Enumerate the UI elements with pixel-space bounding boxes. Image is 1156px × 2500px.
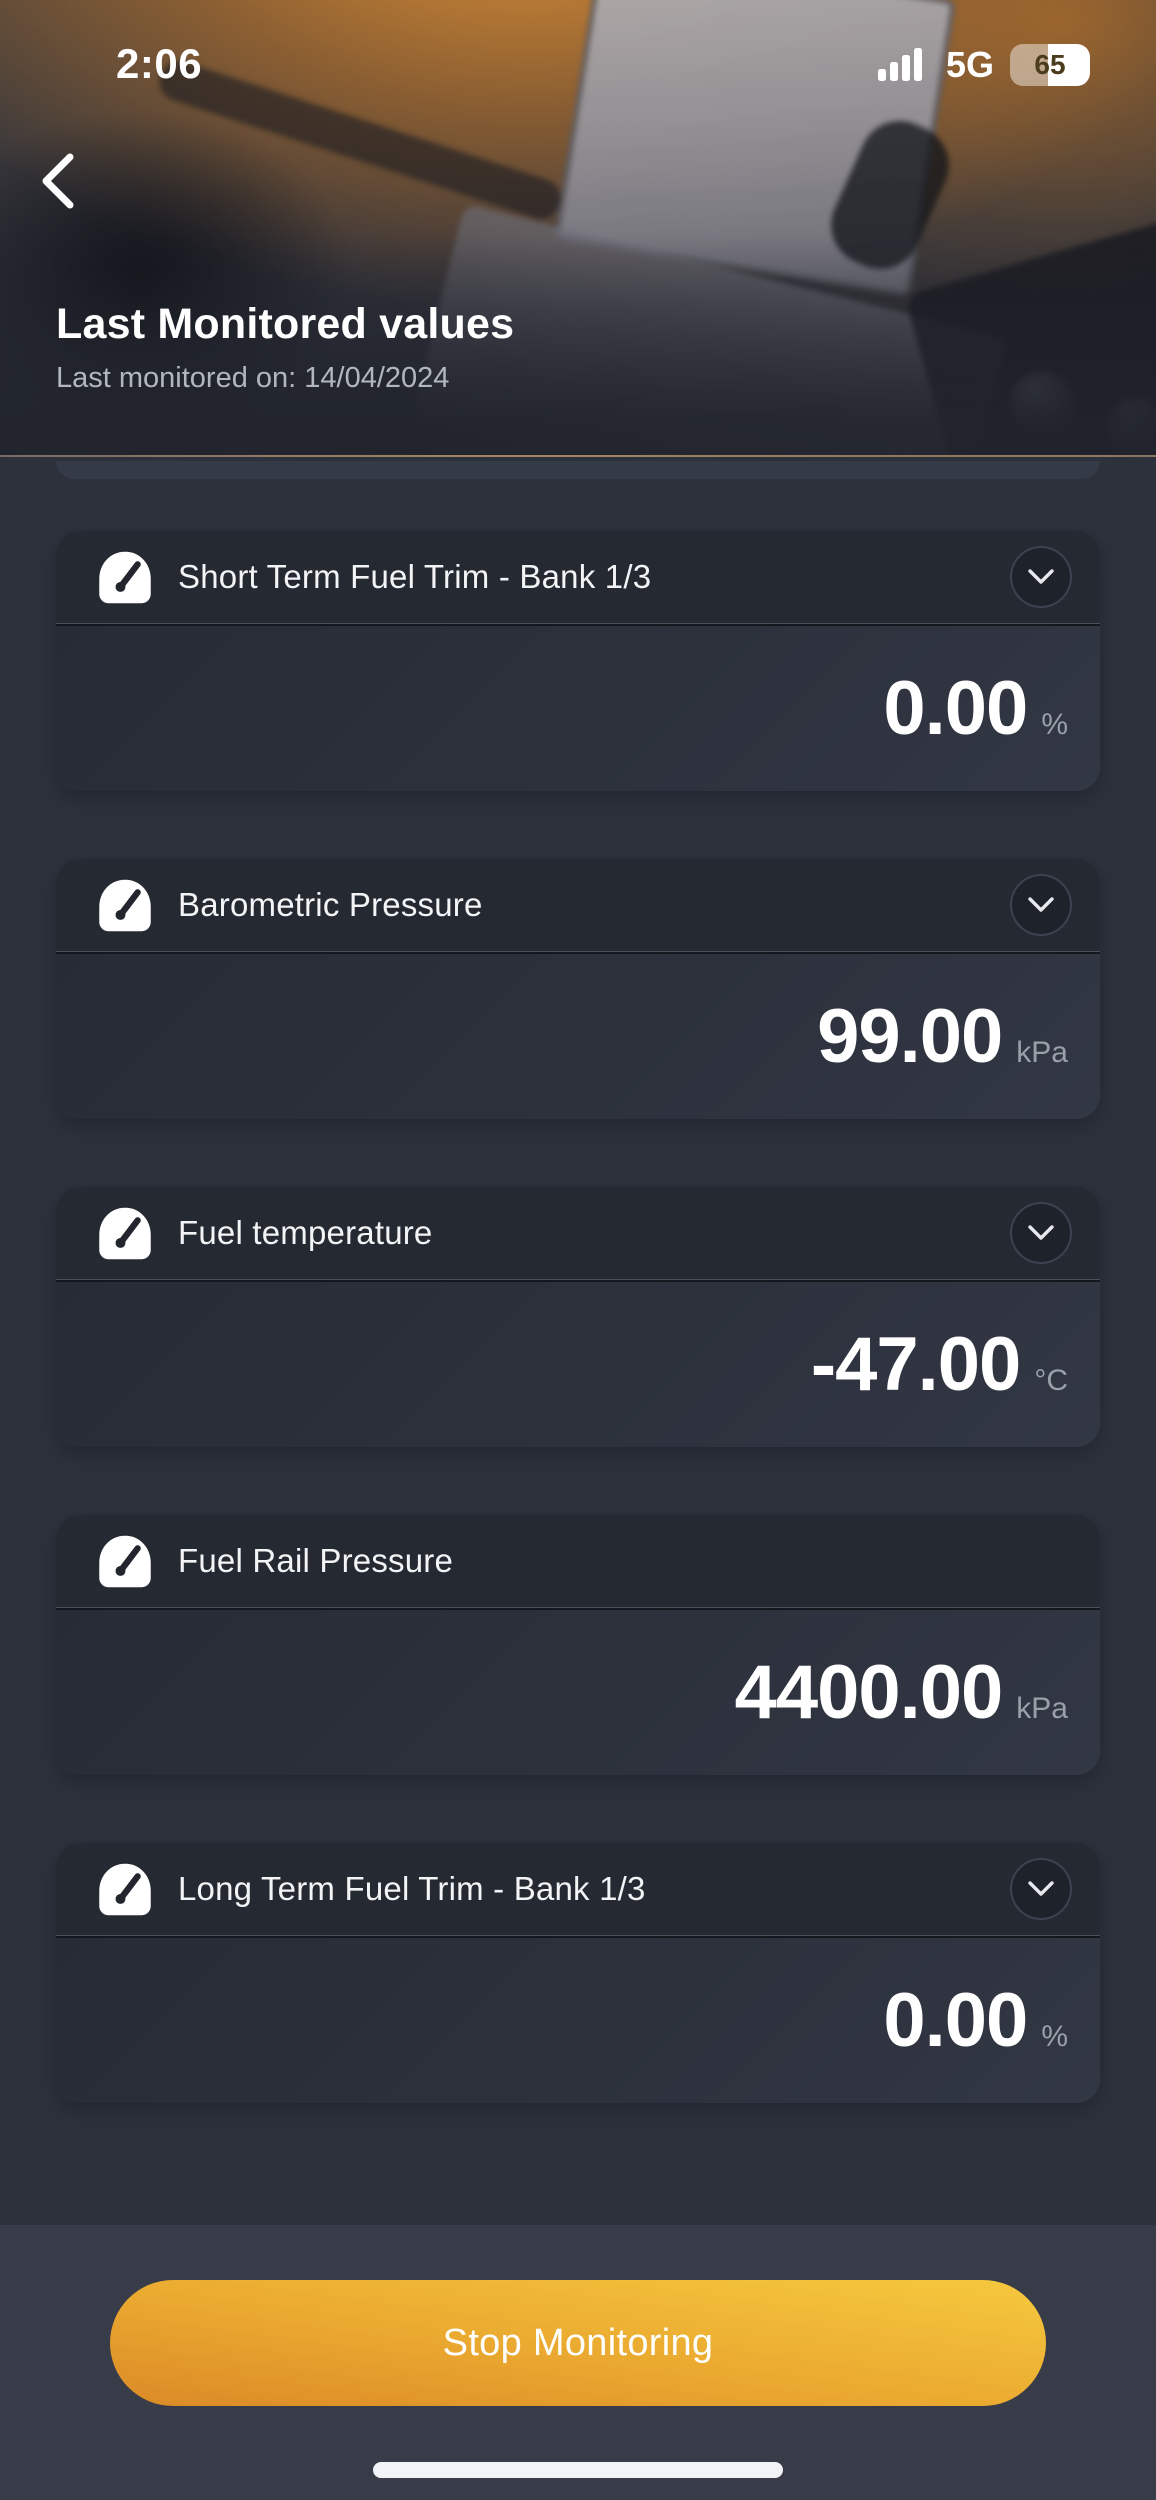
card-unit: % (1041, 2020, 1068, 2053)
card-value: 4400.00 (734, 1650, 1004, 1735)
card-divider (56, 1279, 1100, 1282)
card-label: Barometric Pressure (178, 886, 483, 923)
monitor-card: Short Term Fuel Trim - Bank 1/3 0.00 % (56, 531, 1100, 791)
battery-fill (1048, 44, 1090, 86)
home-indicator[interactable] (373, 2462, 783, 2478)
header-hero: 2:06 5G 65 Last Monito (0, 0, 1156, 457)
card-value: -47.00 (810, 1322, 1021, 1407)
gauge-icon (96, 1204, 154, 1262)
gauge-icon (96, 876, 154, 934)
battery-percent: 65 (1034, 49, 1066, 80)
status-time: 2:06 (116, 40, 203, 87)
card-label: Short Term Fuel Trim - Bank 1/3 (178, 558, 652, 595)
back-button[interactable] (30, 150, 86, 214)
card-header[interactable]: Short Term Fuel Trim - Bank 1/3 (56, 531, 1100, 623)
chevron-down-icon (1028, 1881, 1054, 1896)
card-body: 4400.00 kPa (56, 1610, 1100, 1775)
expand-chevron-button[interactable] (1010, 546, 1072, 608)
footer: Stop Monitoring (0, 2225, 1156, 2500)
value-wrap: 0.00 % (883, 665, 1068, 752)
status-indicators: 5G 65 (877, 44, 1090, 86)
monitor-card: Barometric Pressure 99.00 kPa (56, 859, 1100, 1119)
monitored-values-list: Short Term Fuel Trim - Bank 1/3 0.00 % (0, 459, 1156, 2225)
card-divider (56, 623, 1100, 626)
card-header[interactable]: Fuel Rail Pressure (56, 1515, 1100, 1607)
chevron-left-icon (42, 153, 74, 208)
value-wrap: 0.00 % (883, 1977, 1068, 2064)
hero-bottom-fade (0, 235, 1156, 455)
card-value: 99.00 (817, 994, 1003, 1079)
card-header[interactable]: Fuel temperature (56, 1187, 1100, 1279)
card-body: 0.00 % (56, 1938, 1100, 2103)
expand-chevron-button[interactable] (1010, 874, 1072, 936)
value-wrap: -47.00 °C (811, 1321, 1068, 1408)
value-wrap: 99.00 kPa (817, 993, 1068, 1080)
card-unit: % (1041, 708, 1068, 741)
card-divider (56, 951, 1100, 954)
card-label: Fuel Rail Pressure (178, 1542, 454, 1579)
status-bar: 2:06 5G 65 (0, 0, 1156, 100)
chevron-down-icon (1028, 1225, 1054, 1240)
card-header[interactable]: Long Term Fuel Trim - Bank 1/3 (56, 1843, 1100, 1935)
value-wrap: 4400.00 kPa (735, 1649, 1068, 1736)
stop-monitoring-button[interactable]: Stop Monitoring (110, 2280, 1046, 2406)
card-label: Long Term Fuel Trim - Bank 1/3 (178, 1870, 646, 1907)
gauge-icon (96, 1860, 154, 1918)
page-title: Last Monitored values (56, 300, 515, 348)
card-body: 0.00 % (56, 626, 1100, 791)
card-unit: kPa (1016, 1036, 1068, 1069)
gauge-icon (96, 1532, 154, 1590)
card-value: 0.00 (883, 666, 1028, 751)
signal-strength-icon (877, 48, 922, 81)
card-divider (56, 1607, 1100, 1610)
chevron-down-icon (1028, 569, 1054, 584)
monitor-card: Fuel Rail Pressure 4400.00 kPa (56, 1515, 1100, 1775)
card-header[interactable]: Barometric Pressure (56, 859, 1100, 951)
card-body: -47.00 °C (56, 1282, 1100, 1447)
card-divider (56, 1935, 1100, 1938)
network-type-label: 5G (945, 44, 994, 85)
scrolled-card-remnant (56, 461, 1100, 479)
chevron-down-icon (1028, 897, 1054, 912)
card-body: 99.00 kPa (56, 954, 1100, 1119)
page-subtitle: Last monitored on: 14/04/2024 (56, 362, 450, 394)
expand-chevron-button[interactable] (1010, 1202, 1072, 1264)
gauge-icon (96, 548, 154, 606)
card-value: 0.00 (883, 1978, 1028, 2063)
card-unit: kPa (1016, 1692, 1068, 1725)
card-unit: °C (1034, 1364, 1068, 1397)
card-label: Fuel temperature (178, 1214, 433, 1251)
monitor-card: Fuel temperature -47.00 °C (56, 1187, 1100, 1447)
expand-chevron-button[interactable] (1010, 1858, 1072, 1920)
battery-icon: 65 (1010, 44, 1090, 86)
monitor-card: Long Term Fuel Trim - Bank 1/3 0.00 % (56, 1843, 1100, 2103)
